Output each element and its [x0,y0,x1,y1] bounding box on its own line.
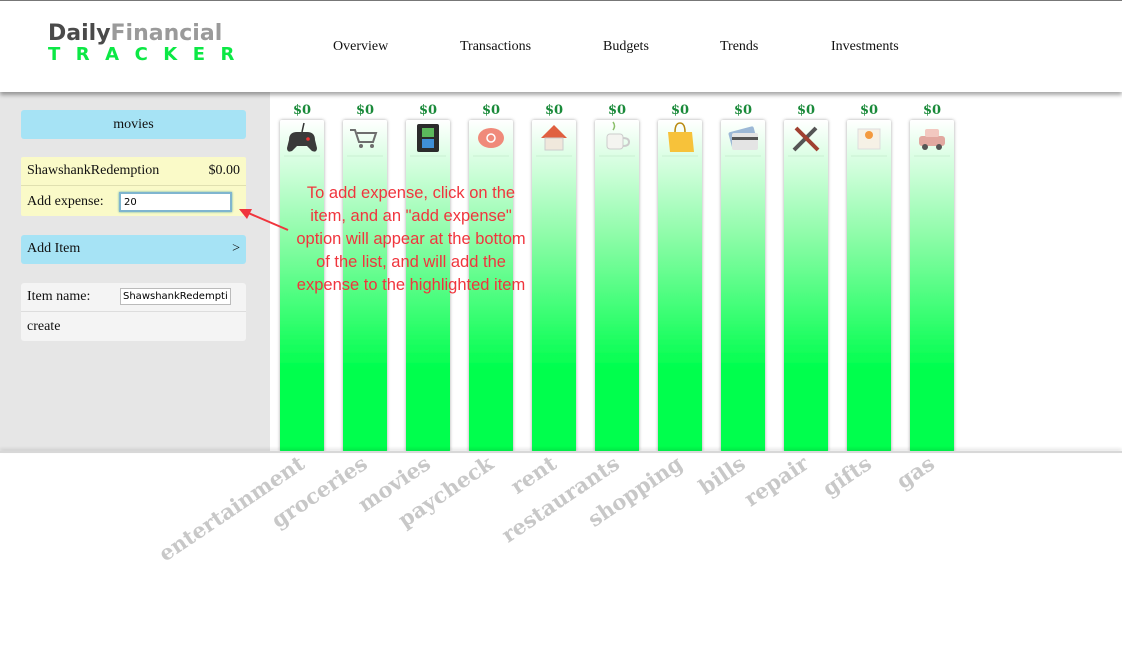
bar-amount-label: $0 [293,103,311,118]
item-name-row: Item name: [21,283,246,312]
item-list: ShawshankRedemption $0.00 Add expense: [21,157,246,216]
category-bars: $0 $0 $0 $0 $0 $0 $0 $0 $0 $0 $0 [280,103,954,452]
piggy-bank-icon[interactable] [478,128,504,148]
bar-amount-label: $0 [545,103,563,118]
tools-icon[interactable] [792,126,820,152]
bar-amount-label: $0 [734,103,752,118]
shopping-bag-icon[interactable] [668,122,694,152]
credit-card-icon[interactable] [728,126,758,150]
bar-restaurants[interactable] [595,120,639,452]
category-label-gas: gas [892,453,939,494]
bar-repair[interactable] [784,120,828,452]
item-name-label: Item name: [27,289,91,304]
bar-amount-label: $0 [482,103,500,118]
bar-amount-label: $0 [419,103,437,118]
category-chart: $0 $0 $0 $0 $0 $0 $0 $0 $0 $0 $0 [270,92,1122,452]
chevron-right-icon: > [232,241,240,256]
main-nav: Overview Transactions Budgets Trends Inv… [0,39,1122,59]
logo-tagline: TRACKER [48,44,250,65]
bar-gifts[interactable] [847,120,891,452]
category-title: movies [21,110,246,139]
bar-shopping[interactable] [658,120,702,452]
car-icon[interactable] [919,129,945,150]
gift-icon[interactable] [857,128,881,150]
nav-transactions[interactable]: Transactions [460,39,532,54]
bar-movies[interactable] [406,120,450,452]
bar-amount-label: $0 [671,103,689,118]
nav-overview[interactable]: Overview [333,39,389,54]
list-item[interactable]: ShawshankRedemption $0.00 [21,157,246,186]
category-label-repair: repair [739,453,813,511]
bar-entertainment[interactable] [280,120,324,452]
bar-amount-label: $0 [797,103,815,118]
house-icon[interactable] [541,125,567,151]
logo-wordmark: DailyFinancial [48,21,223,46]
chart-divider [0,451,1122,453]
gamepad-icon[interactable] [287,122,317,152]
item-name: ShawshankRedemption [27,163,160,178]
nav-budgets[interactable]: Budgets [603,39,649,54]
bar-paycheck[interactable] [469,120,513,452]
bar-amount-label: $0 [860,103,878,118]
item-amount: $0.00 [208,163,241,178]
add-expense-input[interactable] [119,192,232,212]
nav-investments[interactable]: Investments [831,39,899,54]
logo[interactable]: DailyFinancial TRACKER [48,23,238,65]
bar-amount-label: $0 [356,103,374,118]
category-label-gifts: gifts [818,453,876,501]
bar-groceries[interactable] [343,120,387,452]
add-item-form: Item name: create [21,283,246,341]
create-button[interactable]: create [27,319,61,334]
nav-trends[interactable]: Trends [720,39,759,54]
add-expense-row: Add expense: [21,187,246,216]
app-header: DailyFinancial TRACKER Overview Transact… [0,0,1122,92]
item-name-input[interactable] [120,288,231,305]
annotation-arrow-icon [239,209,289,231]
category-panel: movies ShawshankRedemption $0.00 Add exp… [0,92,270,452]
bar-bills[interactable] [721,120,765,452]
bar-amount-label: $0 [608,103,626,118]
add-item-label: Add Item [27,241,81,256]
add-item-button[interactable]: Add Item > [21,235,246,264]
bar-rent[interactable] [532,120,576,452]
help-annotation: To add expense, click on the item, and a… [296,184,526,294]
film-icon[interactable] [417,124,439,152]
cart-icon[interactable] [350,129,378,148]
add-expense-label: Add expense: [27,194,104,209]
bar-amount-label: $0 [923,103,941,118]
coffee-cup-icon[interactable] [606,121,631,150]
bar-gas[interactable] [910,120,954,452]
